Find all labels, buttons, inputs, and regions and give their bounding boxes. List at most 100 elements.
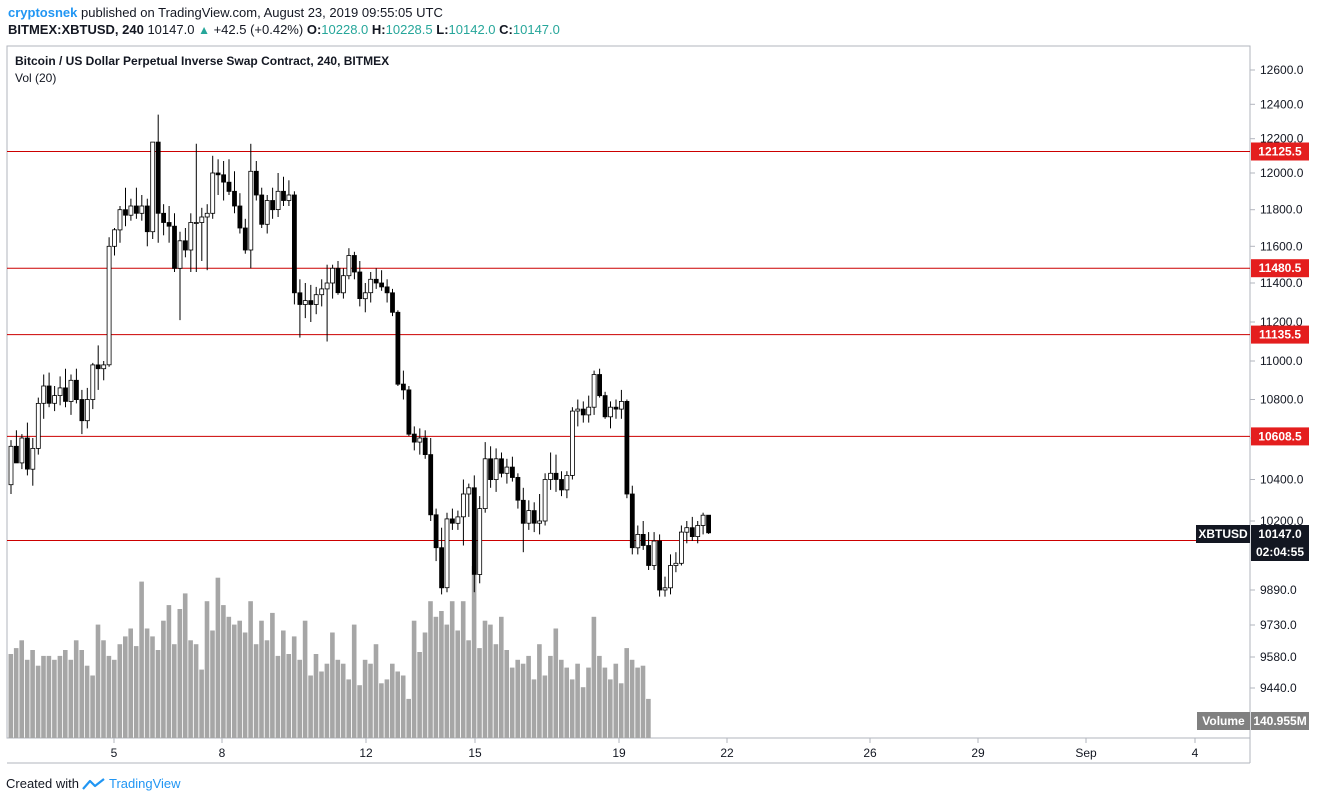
volume-bar [635,667,640,738]
tradingview-brand[interactable]: TradingView [108,776,181,791]
last-price-badge-bg [1251,525,1309,543]
candle-body [684,527,690,533]
candle-body [411,433,417,443]
candle-body [221,174,227,183]
volume-bar [133,646,139,738]
candle-body [439,547,445,589]
volume-bar [411,620,417,738]
open-value: 10228.0 [321,22,369,37]
candle-body [330,267,336,284]
volume-bar [172,644,177,738]
volume-bar [90,675,95,738]
candle-body [499,458,504,474]
volume-bar [182,593,188,738]
candle-body [570,410,575,476]
candle-body [237,205,243,229]
volume-bar [297,659,302,738]
volume-bar [215,577,221,738]
author-link[interactable]: cryptosnek [8,5,78,20]
volume-bar [242,632,248,738]
candle-body [150,141,156,233]
time-axis-label: 8 [219,746,226,760]
candle-body [613,406,619,410]
high-label: H: [371,22,386,37]
volume-bar [602,667,608,738]
candle-body [428,454,434,516]
volume-bar [41,655,46,738]
candle-body [351,255,357,273]
candle-body [640,534,646,546]
volume-bar [46,655,52,738]
candle-body [182,240,188,251]
candle-body [477,508,483,575]
volume-bar [166,605,172,738]
volume-bar [526,655,531,738]
price-axis-label: 12400.0 [1260,97,1304,111]
time-axis-label: 19 [612,746,626,760]
candle-body [635,534,641,549]
volume-bar [591,616,597,738]
candle-body [112,229,117,247]
candle-body [275,190,281,211]
volume-bar [449,601,455,738]
candle-body [515,476,521,501]
candle-body [264,200,270,225]
volume-bar [144,628,150,738]
candle-body [161,212,167,223]
volume-bar [84,665,90,738]
time-axis-label: 12 [359,746,373,760]
volume-bar [253,644,259,738]
volume-bar [520,663,526,738]
volume-bar [373,644,379,738]
volume-bar [24,659,30,738]
candle-body [580,408,586,416]
level-price-badge-bg [1251,259,1309,278]
price-axis-label: 9440.0 [1260,681,1297,695]
candle-body [177,240,183,269]
candle-body [357,271,363,300]
candle-body [204,212,210,218]
volume-bar [35,665,41,738]
candle-body [608,406,613,418]
time-axis-label: 4 [1192,746,1199,760]
volume-bar [504,650,509,738]
volume-bar [52,659,57,738]
candle-body [575,408,581,412]
volume-bar [112,659,117,738]
volume-bar [471,566,477,738]
volume-name-badge: Volume [1197,712,1250,730]
volume-bar [264,640,270,738]
volume-bar [259,620,264,738]
volume-bar [493,644,499,738]
level-price-badge: 10608.5 [1251,427,1309,446]
candle-body [8,445,14,486]
volume-bar [608,679,613,738]
time-axis-label: 26 [863,746,877,760]
candle-body [95,364,101,370]
candle-body [172,225,177,269]
volume-value-badge-text: 140.955M [1253,714,1306,728]
price-axis-label: 9580.0 [1260,650,1297,664]
candle-body [319,288,325,296]
volume-bar [597,655,602,738]
volume-bar [559,659,564,738]
volume-bar [395,671,400,738]
symbol-badge-bg [1196,525,1250,543]
candle-body [504,466,510,474]
candle-body [324,282,330,290]
volume-bar [537,644,542,738]
level-price-badge-bg [1251,325,1309,344]
volume-bar [335,659,341,738]
volume-bar [139,581,144,738]
volume-bar [433,616,439,738]
candle-body [41,385,47,404]
volume-bar [368,663,373,738]
volume-value-badge: 140.955M [1251,712,1309,730]
candle-body [417,437,423,443]
candle-body [281,190,286,201]
candle-body [286,194,292,201]
volume-bar [8,654,14,738]
candle-body [24,437,30,470]
level-price-badge: 11135.5 [1251,325,1309,344]
